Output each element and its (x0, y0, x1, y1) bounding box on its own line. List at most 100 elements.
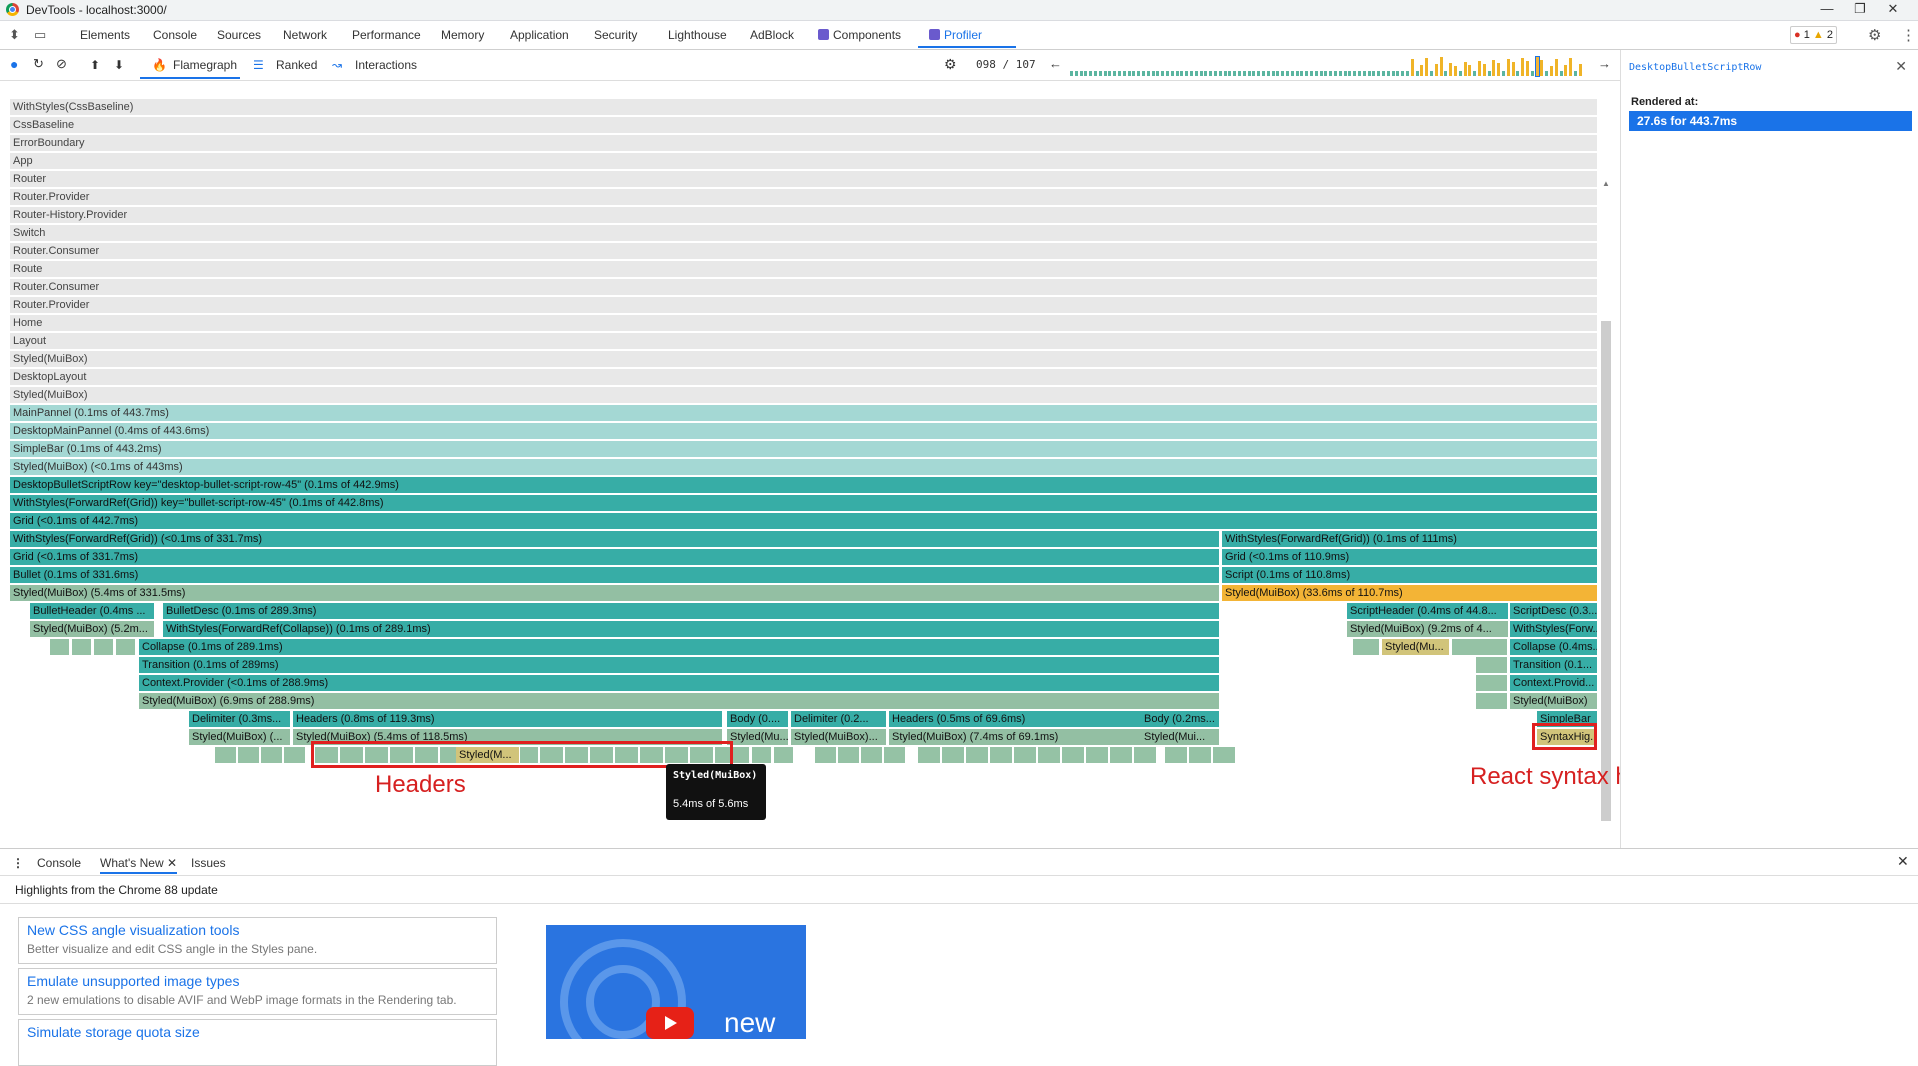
tab-adblock[interactable]: AdBlock (750, 28, 795, 42)
commit-chart[interactable] (1070, 56, 1588, 77)
commit-bar[interactable] (1314, 71, 1318, 76)
commit-bar[interactable] (1473, 71, 1477, 76)
flame-bar[interactable] (665, 747, 689, 764)
flame-bar[interactable]: Styled(MuiBox) (5.4ms of 331.5ms) (10, 585, 1220, 602)
flame-bar[interactable] (390, 747, 414, 764)
flame-bar[interactable]: SyntaxHig... (1537, 729, 1598, 746)
commit-bar[interactable] (1305, 71, 1309, 76)
flame-row[interactable]: MainPannel (0.1ms of 443.7ms) (10, 405, 1598, 422)
flame-row[interactable]: DesktopLayout (10, 369, 1598, 386)
flame-row[interactable]: DesktopBulletScriptRow key="desktop-bull… (10, 477, 1598, 494)
commit-bar[interactable] (1209, 71, 1213, 76)
flame-row[interactable]: CssBaseline (10, 117, 1598, 134)
flame-bar[interactable]: Collapse (0.1ms of 289.1ms) (139, 639, 1220, 656)
commit-bar[interactable] (1362, 71, 1366, 76)
commit-bar[interactable] (1410, 59, 1414, 76)
flame-bar[interactable]: Headers (0.5ms of 69.6ms) (889, 711, 1142, 728)
flame-row[interactable]: Styled(MuiBox) (10, 351, 1598, 368)
flame-bar[interactable] (72, 639, 92, 656)
commit-bar[interactable] (1223, 71, 1227, 76)
flame-bar[interactable] (365, 747, 389, 764)
drawer-tab-console[interactable]: Console (37, 856, 82, 870)
tab-sources[interactable]: Sources (217, 28, 262, 42)
drawer-menu-icon[interactable]: ⋮ (12, 856, 24, 870)
commit-bar[interactable] (1151, 71, 1155, 76)
commit-bar[interactable] (1439, 57, 1443, 76)
reload-icon[interactable]: ↻ (33, 56, 44, 71)
commit-bar[interactable] (1204, 71, 1208, 76)
tab-performance[interactable]: Performance (352, 28, 421, 42)
flame-bar[interactable]: Styled(Mu... (1382, 639, 1450, 656)
flame-row[interactable]: Router (10, 171, 1598, 188)
commit-bar[interactable] (1444, 71, 1448, 76)
commit-bar[interactable] (1463, 62, 1467, 76)
commit-bar[interactable] (1338, 71, 1342, 76)
commit-bar[interactable] (1377, 71, 1381, 76)
feature-card[interactable]: Simulate storage quota size (18, 1019, 497, 1066)
commit-bar[interactable] (1497, 63, 1501, 76)
flame-bar[interactable]: Styled(MuiBox)... (791, 729, 887, 746)
commit-bar[interactable] (1425, 58, 1429, 76)
flame-row[interactable]: Route (10, 261, 1598, 278)
commit-bar[interactable] (1358, 71, 1361, 76)
commit-bar[interactable] (1238, 71, 1241, 76)
flame-bar[interactable]: Styled(Mui... (1141, 729, 1220, 746)
flame-row[interactable]: ErrorBoundary (10, 135, 1598, 152)
flame-bar[interactable] (284, 747, 306, 764)
flame-row[interactable]: Home (10, 315, 1598, 332)
commit-bar[interactable] (1300, 71, 1304, 76)
commit-bar[interactable] (1353, 71, 1357, 76)
flame-bar[interactable]: Context.Provider (<0.1ms of 288.9ms) (139, 675, 1220, 692)
commit-bar[interactable] (1276, 71, 1280, 76)
flame-bar[interactable]: Delimiter (0.2... (791, 711, 887, 728)
flame-bar[interactable] (340, 747, 364, 764)
flame-bar[interactable] (515, 747, 539, 764)
flame-bar[interactable] (1213, 747, 1236, 764)
flame-bar[interactable] (1476, 657, 1508, 674)
more-icon[interactable]: ⋮ (1901, 27, 1916, 44)
commit-bar[interactable] (1382, 71, 1385, 76)
commit-bar[interactable] (1534, 56, 1540, 77)
commit-bar[interactable] (1281, 71, 1285, 76)
feature-card[interactable]: New CSS angle visualization tools Better… (18, 917, 497, 964)
commit-bar[interactable] (1391, 71, 1395, 76)
tab-lighthouse[interactable]: Lighthouse (668, 28, 727, 42)
commit-bar[interactable] (1559, 71, 1563, 76)
flame-bar[interactable]: Grid (<0.1ms of 331.7ms) (10, 549, 1220, 566)
flame-bar[interactable]: ScriptHeader (0.4ms of 44.8... (1347, 603, 1509, 620)
flame-row[interactable]: Router.Consumer (10, 243, 1598, 260)
flame-bar[interactable] (1165, 747, 1188, 764)
flame-bar[interactable] (315, 747, 339, 764)
commit-bar[interactable] (1122, 71, 1126, 76)
flame-bar[interactable]: Bullet (0.1ms of 331.6ms) (10, 567, 1220, 584)
commit-bar[interactable] (1142, 71, 1145, 76)
flame-bar[interactable] (50, 639, 70, 656)
flame-bar[interactable] (590, 747, 614, 764)
flame-bar[interactable]: WithStyles(ForwardRef(Grid)) (0.1ms of 1… (1222, 531, 1598, 548)
flame-bar[interactable]: WithStyles(Forw... (1510, 621, 1598, 638)
commit-bar[interactable] (1108, 71, 1112, 76)
flame-bar[interactable] (565, 747, 589, 764)
flame-bar[interactable] (1086, 747, 1109, 764)
commit-bar[interactable] (1166, 71, 1169, 76)
flame-bar[interactable] (116, 639, 136, 656)
tab-components[interactable]: Components (818, 28, 901, 42)
flame-bar[interactable] (94, 639, 114, 656)
feature-card[interactable]: Emulate unsupported image types 2 new em… (18, 968, 497, 1015)
commit-bar[interactable] (1170, 71, 1174, 76)
flame-bar[interactable]: Grid (<0.1ms of 110.9ms) (1222, 549, 1598, 566)
commit-bar[interactable] (1434, 64, 1438, 76)
commit-bar[interactable] (1118, 71, 1121, 76)
flame-bar[interactable] (1110, 747, 1133, 764)
commit-bar[interactable] (1113, 71, 1117, 76)
flame-row[interactable]: DesktopMainPannel (0.4ms of 443.6ms) (10, 423, 1598, 440)
flame-bar[interactable] (1452, 639, 1508, 656)
flame-bar[interactable] (990, 747, 1013, 764)
flame-bar[interactable]: Styled(MuiBox) (1510, 693, 1598, 710)
tab-elements[interactable]: Elements (80, 28, 131, 42)
commit-bar[interactable] (1103, 71, 1107, 76)
flame-bar[interactable]: Styled(Mu... (727, 729, 789, 746)
commit-bar[interactable] (1194, 71, 1198, 76)
restore-icon[interactable]: ❐ (1854, 1, 1866, 16)
commit-bar[interactable] (1449, 63, 1453, 76)
